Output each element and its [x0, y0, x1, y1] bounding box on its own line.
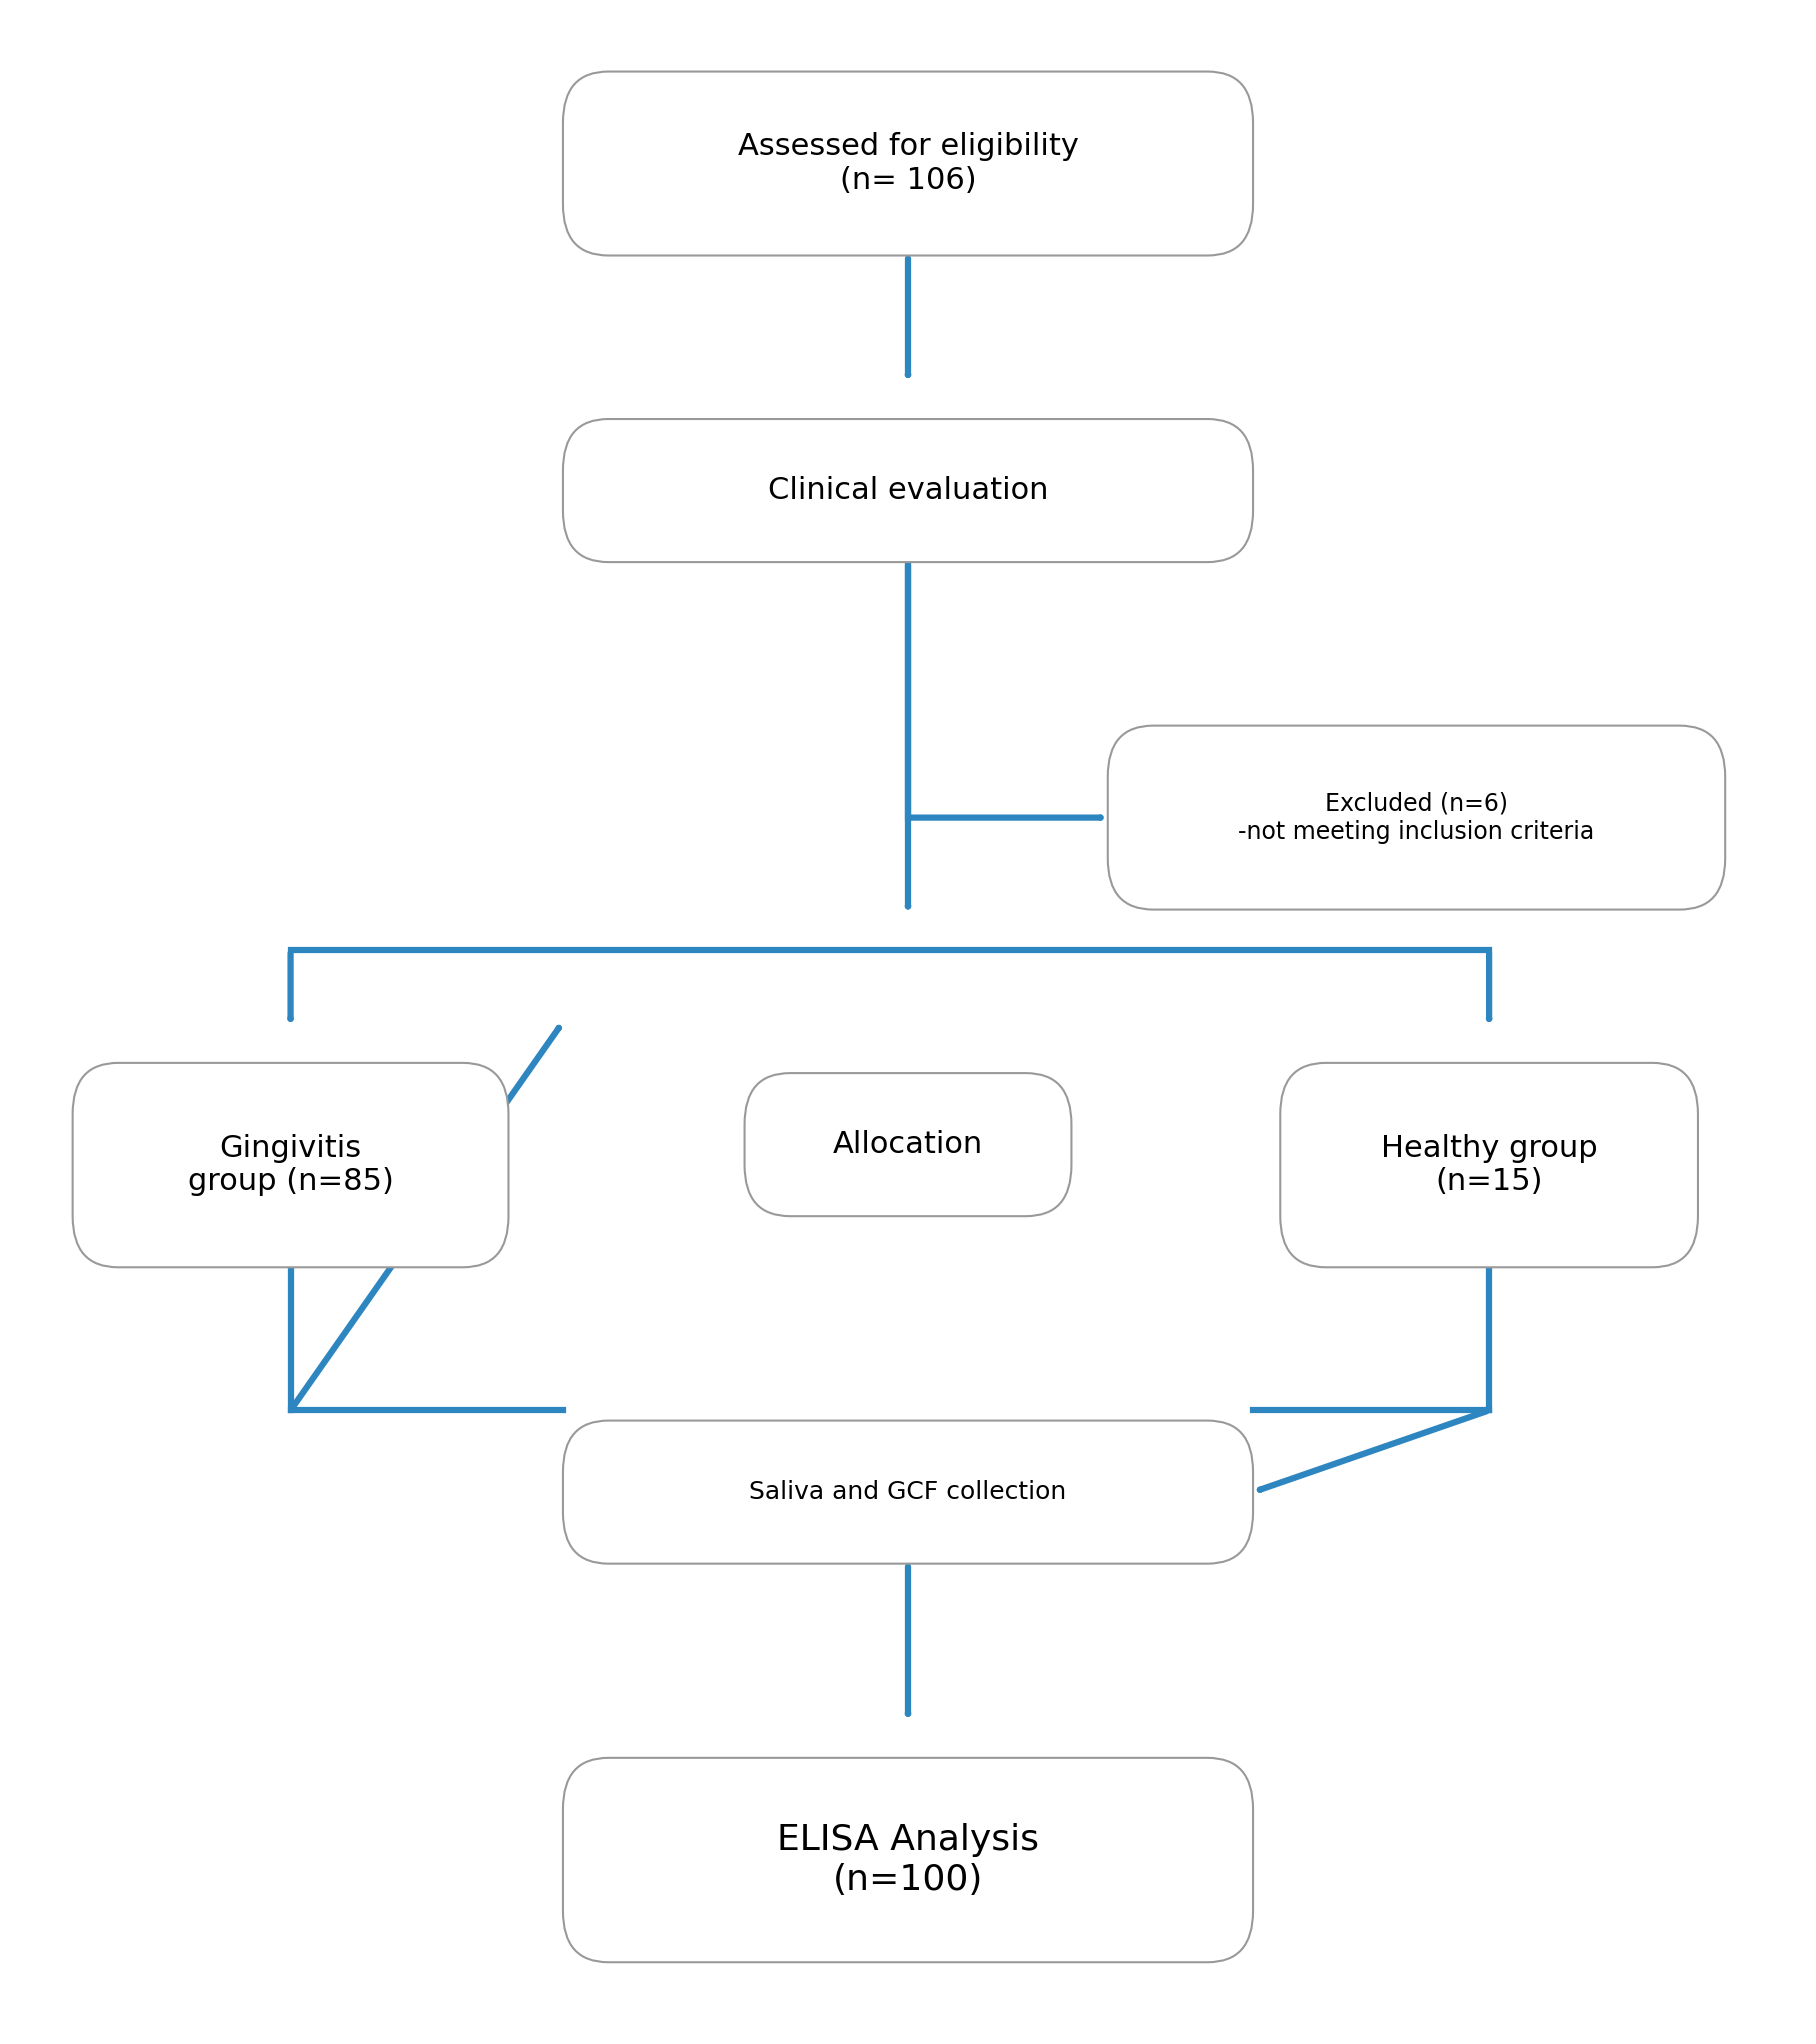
Text: Saliva and GCF collection: Saliva and GCF collection [750, 1480, 1066, 1504]
FancyBboxPatch shape [563, 72, 1253, 256]
Text: Allocation: Allocation [834, 1130, 982, 1159]
Text: Gingivitis
group (n=85): Gingivitis group (n=85) [187, 1134, 394, 1196]
Text: Excluded (n=6)
-not meeting inclusion criteria: Excluded (n=6) -not meeting inclusion cr… [1239, 791, 1594, 844]
FancyBboxPatch shape [563, 419, 1253, 562]
Text: Assessed for eligibility
(n= 106): Assessed for eligibility (n= 106) [737, 133, 1079, 194]
FancyBboxPatch shape [563, 1758, 1253, 1962]
Text: Healthy group
(n=15): Healthy group (n=15) [1380, 1134, 1598, 1196]
FancyBboxPatch shape [563, 1421, 1253, 1564]
FancyBboxPatch shape [73, 1063, 508, 1267]
Text: Clinical evaluation: Clinical evaluation [768, 476, 1048, 505]
FancyBboxPatch shape [1280, 1063, 1698, 1267]
FancyBboxPatch shape [745, 1073, 1071, 1216]
Text: ELISA Analysis
(n=100): ELISA Analysis (n=100) [777, 1823, 1039, 1897]
FancyBboxPatch shape [1108, 726, 1725, 910]
